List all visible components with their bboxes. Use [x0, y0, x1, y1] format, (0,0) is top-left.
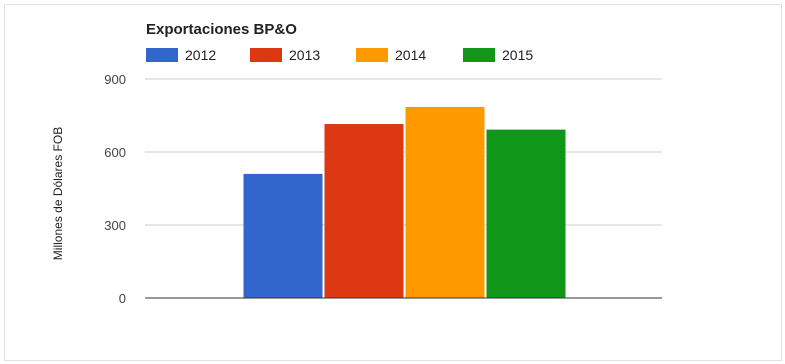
bar-2012[interactable] [243, 173, 323, 298]
y-axis-ticks: 0 300 600 900 [104, 72, 126, 306]
legend: 2012 2013 2014 2015 [146, 47, 533, 63]
legend-label-2012: 2012 [185, 47, 216, 63]
y-tick-label: 0 [119, 291, 126, 306]
bar-2014[interactable] [405, 106, 485, 298]
bar-2015[interactable] [486, 129, 566, 298]
y-tick-label: 600 [104, 145, 126, 160]
y-tick-label: 900 [104, 72, 126, 87]
legend-swatch-2013 [250, 48, 282, 62]
y-axis-label: Millones de Dólares FOB [51, 127, 65, 260]
legend-swatch-2014 [356, 48, 388, 62]
legend-label-2015: 2015 [502, 47, 533, 63]
legend-label-2013: 2013 [289, 47, 320, 63]
chart-title: Exportaciones BP&O [146, 21, 297, 38]
y-tick-label: 300 [104, 218, 126, 233]
bar-2013[interactable] [324, 124, 404, 299]
legend-swatch-2015 [463, 48, 495, 62]
legend-swatch-2012 [146, 48, 178, 62]
legend-label-2014: 2014 [395, 47, 426, 63]
bars [243, 106, 566, 299]
